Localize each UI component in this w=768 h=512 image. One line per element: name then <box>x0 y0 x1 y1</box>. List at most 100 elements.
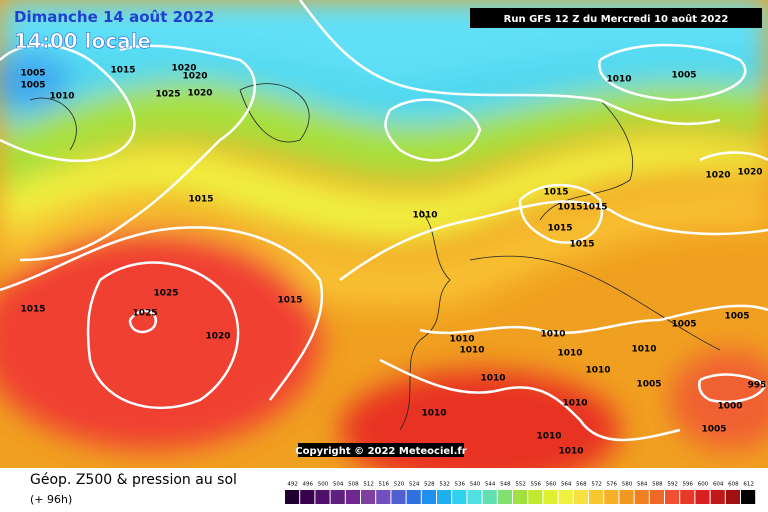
map-field: 1005 1005 1010 1015 1020 1020 1025 1020 1010 1005… <box>0 0 768 468</box>
colorbar-cell <box>406 490 421 504</box>
isobar-label: 1015 <box>277 296 302 306</box>
isobars <box>0 0 768 442</box>
isobar-label: 1010 <box>558 447 583 457</box>
colorbar-label: 536 <box>455 482 466 488</box>
isobar-label: 1010 <box>480 374 505 384</box>
isobar-label: 1025 <box>155 90 180 100</box>
colorbar-label: 516 <box>379 482 390 488</box>
isobar-label: 1005 <box>20 81 45 91</box>
isobar-label: 1015 <box>543 188 568 198</box>
isobar-label: 1015 <box>188 195 213 205</box>
colorbar-label: 572 <box>591 482 602 488</box>
colorbar-label: 560 <box>546 482 557 488</box>
colorbar-cell <box>513 490 528 504</box>
colorbar-label: 556 <box>531 482 542 488</box>
isobar-label: 1005 <box>20 69 45 79</box>
isobar-label: 1015 <box>582 203 607 213</box>
colorbar-label: 596 <box>683 482 694 488</box>
isobar-label: 1015 <box>547 224 572 234</box>
isobar-label: 1010 <box>557 349 582 359</box>
colorbar-cell <box>710 490 725 504</box>
run-info: Run GFS 12 Z du Mercredi 10 août 2022 <box>504 13 729 25</box>
isobar-label: 1020 <box>705 171 730 181</box>
colorbar-label: 608 <box>728 482 739 488</box>
isobar-label: 1005 <box>724 312 749 322</box>
isobar-label: 1015 <box>557 203 582 213</box>
colorbar-cell <box>437 490 452 504</box>
colorbar-cell <box>467 490 482 504</box>
colorbar-label: 568 <box>576 482 587 488</box>
colorbar-label: 504 <box>333 482 344 488</box>
colorbar-cell <box>300 490 315 504</box>
isobar-label: 1010 <box>585 366 610 376</box>
colorbar-label: 588 <box>652 482 663 488</box>
isobar-label: 1020 <box>187 89 212 99</box>
isobar-label: 1015 <box>110 66 135 76</box>
colorbar-label: 496 <box>303 482 314 488</box>
isobar-label: 1020 <box>205 332 230 342</box>
copyright: Copyright © 2022 Meteociel.fr <box>295 446 466 457</box>
colorbar-cell <box>482 490 497 504</box>
isobar-label: 1010 <box>49 92 74 102</box>
colorbar-label: 592 <box>667 482 678 488</box>
coastlines <box>29 83 721 431</box>
colorbar-cell <box>725 490 740 504</box>
isobar-label: 1005 <box>671 71 696 81</box>
isobar-label: 1010 <box>459 346 484 356</box>
isobar-label: 1010 <box>540 330 565 340</box>
isobar-label: 1000 <box>717 402 742 412</box>
colorbar-cell <box>361 490 376 504</box>
isobar-label: 1010 <box>449 335 474 345</box>
forecast-date: Dimanche 14 août 2022 <box>14 8 214 26</box>
isobar-label: 1010 <box>631 345 656 355</box>
isobar-label: 1015 <box>569 240 594 250</box>
isobar-label: 995 <box>748 381 767 391</box>
colorbar-cell <box>330 490 345 504</box>
isobar-label: 1010 <box>412 211 437 221</box>
colorbar-label: 548 <box>500 482 511 488</box>
footer-title: Géop. Z500 & pression au sol <box>30 472 237 488</box>
isobar-label: 1010 <box>536 432 561 442</box>
colorbar-cell <box>315 490 330 504</box>
colorbar-label: 604 <box>713 482 724 488</box>
colorbar-label: 576 <box>607 482 618 488</box>
colorbar-cell <box>558 490 573 504</box>
colorbar-label: 540 <box>470 482 481 488</box>
isobar-label: 1010 <box>421 409 446 419</box>
colorbar-label: 520 <box>394 482 405 488</box>
colorbar-cell <box>376 490 391 504</box>
colorbar-label: 564 <box>561 482 572 488</box>
isobar-label: 1015 <box>20 305 45 315</box>
isobar-label: 1020 <box>737 168 762 178</box>
colorbar-label: 512 <box>363 482 374 488</box>
colorbar-cell <box>391 490 406 504</box>
colorbar-cell <box>649 490 664 504</box>
colorbar-cell <box>421 490 436 504</box>
colorbar-cell <box>604 490 619 504</box>
colorbar-cell <box>528 490 543 504</box>
colorbar-label: 584 <box>637 482 648 488</box>
colorbar-cell <box>543 490 558 504</box>
footer-lead: (+ 96h) <box>30 493 72 506</box>
copyright-box <box>298 443 464 457</box>
colorbar-cell <box>452 490 467 504</box>
colorbar-cell <box>619 490 634 504</box>
isobar-label: 1005 <box>636 380 661 390</box>
isobar-label: 1025 <box>153 289 178 299</box>
run-box <box>470 8 762 28</box>
colorbar-label: 528 <box>424 482 435 488</box>
isobar-label: 1010 <box>562 399 587 409</box>
colorbar-cell <box>680 490 695 504</box>
colorbar-label: 500 <box>318 482 329 488</box>
forecast-time: 14:00 locale <box>14 29 151 53</box>
isobar-labels: 1005 1005 1010 1015 1020 1020 1025 1020 1010 1005… <box>20 64 766 457</box>
colorbar-label: 492 <box>287 482 298 488</box>
colorbar: 492 496 500 504 508 512 516 520 524 528 532 536 540 5… <box>285 482 756 504</box>
colorbar-label: 508 <box>348 482 359 488</box>
colorbar-cell <box>345 490 360 504</box>
isobar-label: 1025 <box>132 309 157 319</box>
colorbar-label: 532 <box>439 482 450 488</box>
colorbar-cell <box>589 490 604 504</box>
isobar-label: 1005 <box>671 320 696 330</box>
